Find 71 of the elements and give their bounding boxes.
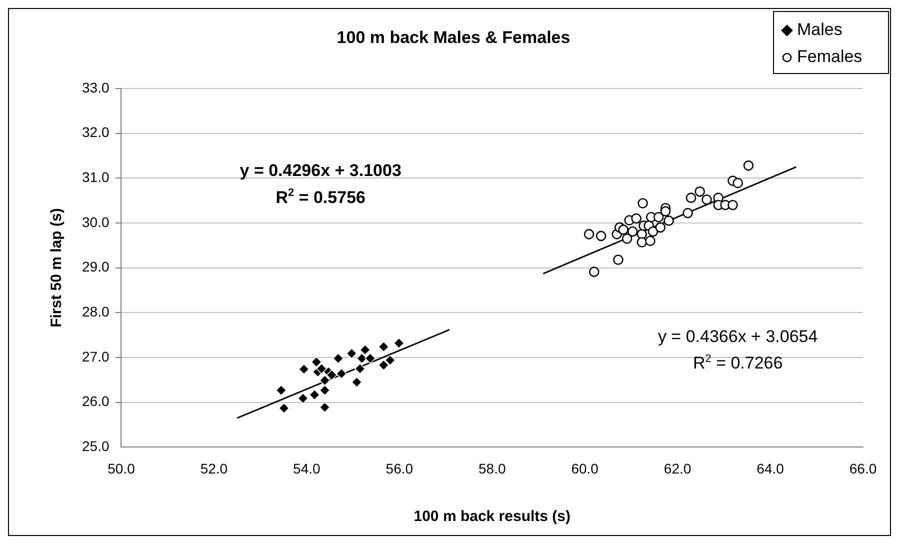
point [378, 341, 390, 352]
point [655, 222, 666, 233]
point [351, 376, 362, 388]
point [682, 208, 693, 218]
point [384, 354, 396, 366]
point [648, 226, 658, 237]
point [394, 338, 404, 349]
point [276, 384, 287, 396]
point [732, 178, 743, 188]
y-tick-label: 25.0 [82, 438, 110, 454]
x-tick-label: 52.0 [200, 460, 228, 476]
point [584, 229, 594, 240]
y-tick-label: 27.0 [82, 348, 110, 364]
x-tick-label: 50.0 [108, 460, 136, 476]
point [627, 226, 638, 237]
y-tick-label: 29.0 [82, 258, 110, 275]
point [354, 363, 366, 374]
y-tick-label: 28.0 [82, 304, 110, 320]
point [346, 348, 358, 359]
legend-label: Females [797, 47, 862, 66]
point [702, 194, 712, 205]
point [378, 360, 390, 371]
point [636, 237, 648, 248]
legend-label: Males [797, 20, 842, 40]
point [728, 200, 738, 210]
x-tick-label: 64.0 [756, 460, 784, 476]
point [316, 363, 327, 374]
point [278, 402, 290, 414]
point [613, 254, 624, 265]
point [631, 213, 642, 224]
point [638, 198, 648, 208]
y-tick-label: 31.0 [82, 168, 110, 185]
y-axis-title: First 50 m lap (s) [48, 208, 66, 328]
x-tick-label: 66.0 [849, 460, 877, 476]
point [319, 374, 330, 386]
point [360, 344, 370, 356]
x-tick-label: 60.0 [571, 460, 599, 476]
point [309, 389, 320, 400]
point [298, 392, 308, 404]
y-tick-label: 30.0 [82, 214, 110, 230]
point [645, 236, 656, 246]
chart-title: 100 m back Males & Females [336, 28, 570, 47]
x-tick-label: 56.0 [386, 460, 414, 476]
x-tick-label: 58.0 [478, 460, 506, 476]
point [596, 230, 606, 242]
point [588, 266, 600, 277]
point [319, 402, 330, 413]
point [326, 370, 338, 380]
point [622, 234, 632, 244]
annotation: y = 0.4296x + 3.1003 [240, 160, 402, 180]
y-tick-label: 32.0 [82, 124, 110, 140]
point [336, 368, 347, 380]
point [686, 192, 696, 203]
point [743, 160, 754, 171]
x-tick-label: 54.0 [293, 460, 321, 476]
point [694, 186, 705, 197]
y-tick-label: 33.0 [82, 79, 110, 96]
annotation: y = 0.4366x + 3.0654 [658, 326, 818, 346]
point [364, 352, 376, 364]
x-axis-title: 100 m back results (s) [414, 508, 570, 526]
point [311, 356, 322, 368]
y-tick-label: 26.0 [82, 393, 110, 410]
point [356, 352, 368, 364]
point [298, 364, 310, 375]
point [653, 212, 664, 222]
point [332, 352, 344, 364]
point [618, 224, 628, 235]
point [664, 216, 674, 226]
x-tick-label: 62.0 [664, 460, 692, 476]
point [319, 384, 330, 396]
point [660, 206, 671, 216]
